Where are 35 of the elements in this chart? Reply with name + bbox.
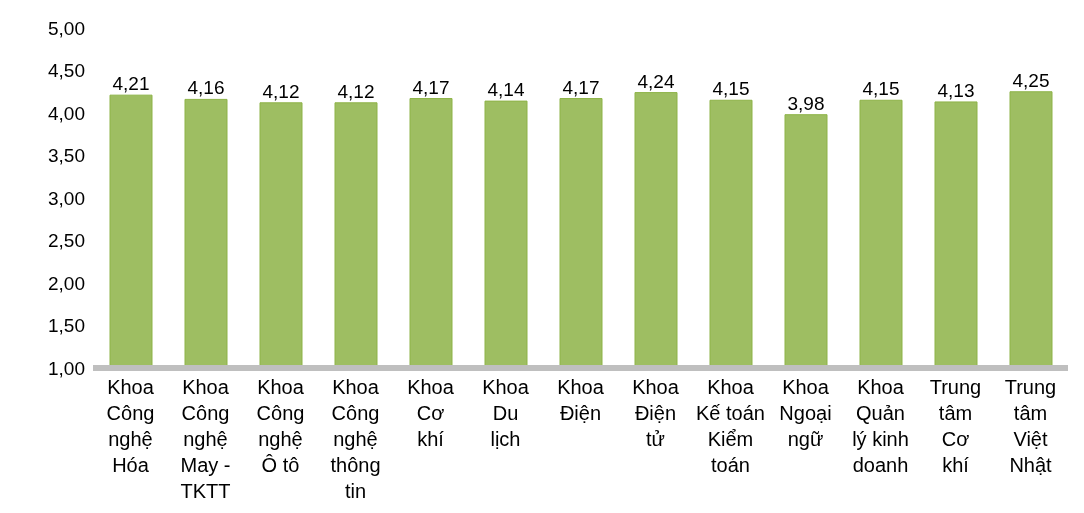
y-tick-label: 3,50 bbox=[48, 145, 85, 167]
x-tick-label: Khoa Công nghệ thông tin bbox=[330, 376, 381, 502]
y-tick-label: 2,00 bbox=[48, 272, 85, 294]
data-label: 4,12 bbox=[337, 80, 375, 102]
x-tick-label: Khoa Điện tử bbox=[632, 376, 680, 450]
y-tick-label: 2,50 bbox=[48, 230, 85, 252]
data-label: 4,17 bbox=[562, 76, 600, 98]
y-tick-label: 1,00 bbox=[48, 357, 85, 379]
y-tick-label: 4,50 bbox=[48, 60, 85, 82]
x-tick-label: Khoa Cơ khí bbox=[407, 376, 455, 450]
y-tick-label: 4,00 bbox=[48, 102, 85, 124]
x-tick-label: Khoa Công nghệ Ô tô bbox=[256, 376, 305, 476]
x-tick-label: Trung tâm Cơ khí bbox=[929, 376, 982, 476]
y-tick-label: 5,00 bbox=[48, 17, 85, 39]
data-label: 4,13 bbox=[937, 79, 975, 101]
data-label: 4,21 bbox=[112, 73, 150, 95]
data-label: 4,14 bbox=[487, 79, 525, 101]
data-label: 4,15 bbox=[712, 78, 750, 100]
data-label: 4,17 bbox=[412, 76, 450, 98]
x-tick-label: Khoa Công nghệ Hóa bbox=[106, 376, 155, 476]
y-tick-label: 3,00 bbox=[48, 187, 85, 209]
data-label: 4,12 bbox=[262, 80, 300, 102]
x-tick-label: Trung tâm Việt Nhật bbox=[1004, 376, 1057, 476]
x-tick-label: Khoa Du lịch bbox=[482, 376, 530, 450]
x-tick-label: Khoa Điện bbox=[557, 376, 605, 424]
data-label: 3,98 bbox=[787, 92, 825, 114]
data-label: 4,25 bbox=[1012, 69, 1050, 91]
data-label: 4,24 bbox=[637, 70, 675, 92]
x-tick-label: Khoa Kế toán Kiểm toán bbox=[696, 376, 765, 476]
x-tick-label: Khoa Ngoại ngữ bbox=[779, 376, 832, 450]
y-tick-label: 1,50 bbox=[48, 315, 85, 337]
x-tick-label: Khoa Công nghệ May - TKTT bbox=[180, 376, 231, 502]
data-label: 4,15 bbox=[862, 78, 900, 100]
data-label: 4,16 bbox=[187, 77, 225, 99]
x-tick-label: Khoa Quản lý kinh doanh bbox=[852, 376, 909, 476]
